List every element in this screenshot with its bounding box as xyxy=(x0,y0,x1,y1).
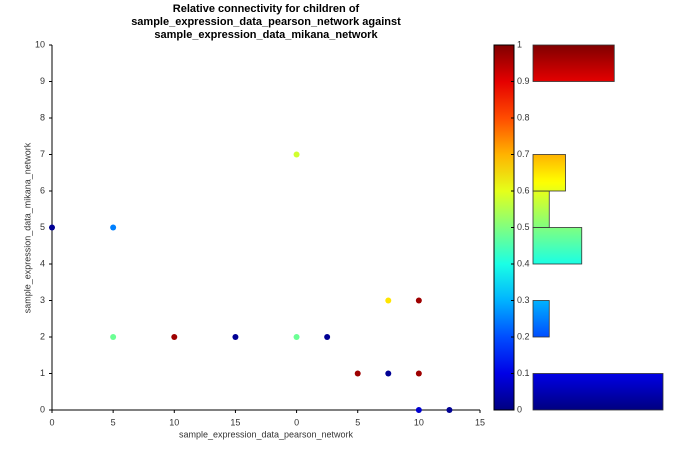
point xyxy=(354,370,361,377)
y-tick-label: 8 xyxy=(40,112,45,122)
x-axis-label: sample_expression_data_pearson_network xyxy=(179,429,354,439)
x-tick-label: 15 xyxy=(230,417,240,427)
y-tick-label: 7 xyxy=(40,149,45,159)
point xyxy=(385,370,392,377)
point xyxy=(446,407,453,413)
colorbar xyxy=(494,45,514,410)
colorbar-tick-label: 0.4 xyxy=(517,258,530,268)
colorbar-tick-label: 0.9 xyxy=(517,76,530,86)
colorbar-tick-label: 0.1 xyxy=(517,368,530,378)
point xyxy=(293,334,300,340)
x-tick-label: 10 xyxy=(414,417,424,427)
x-tick-label: 5 xyxy=(355,417,360,427)
y-tick-label: 0 xyxy=(40,404,45,414)
y-tick-label: 9 xyxy=(40,76,45,86)
point xyxy=(415,370,422,377)
histogram-bar xyxy=(532,373,664,411)
point xyxy=(110,224,117,231)
chart-title: sample_expression_data_mikana_network xyxy=(154,29,378,41)
point xyxy=(385,297,392,304)
chart-title: Relative connectivity for children of xyxy=(173,3,360,15)
point xyxy=(415,297,422,304)
colorbar-tick-label: 1 xyxy=(517,39,522,49)
colorbar-tick-label: 0.7 xyxy=(517,149,530,159)
histogram-bar xyxy=(532,44,615,82)
x-tick-label: 0 xyxy=(49,417,54,427)
point xyxy=(415,407,422,413)
point xyxy=(49,224,55,231)
y-tick-label: 5 xyxy=(40,222,45,232)
point xyxy=(171,334,178,340)
chart-title: sample_expression_data_pearson_network a… xyxy=(131,16,401,28)
colorbar-tick-label: 0.3 xyxy=(517,295,530,305)
point xyxy=(293,151,300,158)
colorbar-tick-label: 0.5 xyxy=(517,222,530,232)
histogram-bar xyxy=(532,190,550,228)
y-tick-label: 10 xyxy=(35,39,45,49)
y-tick-label: 1 xyxy=(40,368,45,378)
histogram-bar xyxy=(532,154,566,192)
point xyxy=(110,334,117,340)
point xyxy=(232,334,239,340)
colorbar-tick-label: 0.8 xyxy=(517,112,530,122)
colorbar-tick-label: 0 xyxy=(517,404,522,414)
histogram-bar xyxy=(532,227,583,265)
y-tick-label: 4 xyxy=(40,258,45,268)
y-tick-label: 6 xyxy=(40,185,45,195)
point xyxy=(324,334,331,340)
x-tick-label: 10 xyxy=(169,417,179,427)
colorbar-tick-label: 0.6 xyxy=(517,185,530,195)
y-tick-label: 2 xyxy=(40,331,45,341)
x-tick-label: 15 xyxy=(475,417,485,427)
x-tick-label: 5 xyxy=(111,417,116,427)
x-tick-label: 0 xyxy=(294,417,299,427)
colorbar-tick-label: 0.2 xyxy=(517,331,530,341)
y-tick-label: 3 xyxy=(40,295,45,305)
histogram-bar xyxy=(532,300,550,338)
y-axis-label: sample_expression_data_mikana_network xyxy=(22,142,32,313)
